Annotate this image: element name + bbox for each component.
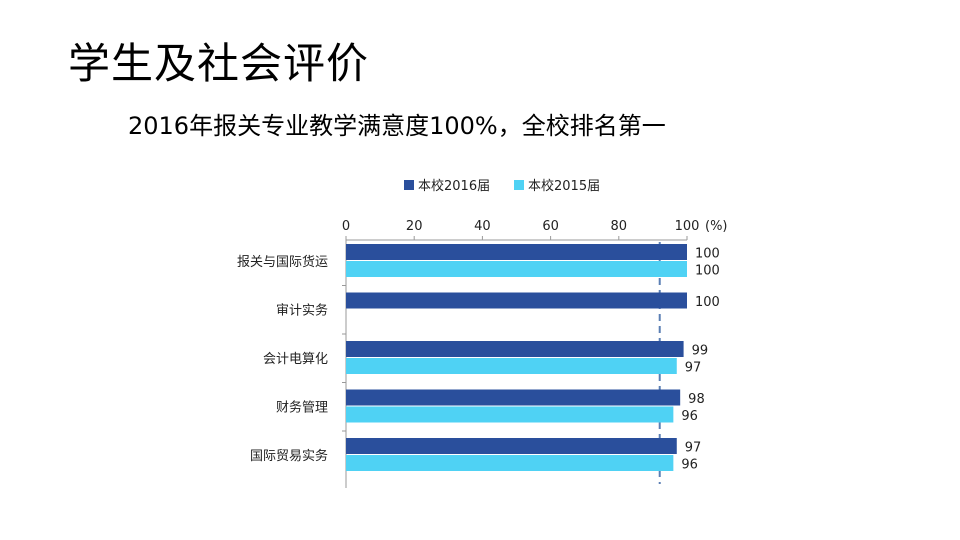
x-axis-unit: (%) (705, 219, 728, 234)
x-tick-label: 40 (474, 219, 491, 234)
x-axis: 0 20 40 60 80 100 (%) (342, 219, 728, 241)
data-label: 100 (695, 295, 720, 310)
data-label: 97 (685, 361, 702, 376)
data-label: 97 (685, 441, 702, 456)
x-tick-label: 60 (542, 219, 559, 234)
bar (346, 438, 677, 454)
x-tick-label: 80 (611, 219, 628, 234)
data-label: 100 (695, 264, 720, 279)
data-label: 99 (692, 344, 709, 359)
x-tick-label: 0 (342, 219, 350, 234)
legend-swatch (404, 180, 414, 190)
chart-legend: 本校2016届 本校2015届 (404, 178, 600, 194)
bar (346, 389, 681, 406)
data-labels-group: 100 100 100 99 97 98 96 97 96 (681, 247, 719, 473)
bar (346, 261, 687, 277)
bars-group (346, 244, 687, 471)
bar (346, 358, 677, 374)
slide-title: 学生及社会评价 (68, 39, 370, 88)
legend-swatch (514, 180, 524, 190)
data-label: 96 (681, 458, 698, 473)
data-label: 96 (681, 409, 698, 424)
x-tick-label: 100 (675, 219, 700, 234)
category-label: 报关与国际货运 (237, 254, 328, 270)
category-label: 国际贸易实务 (250, 448, 328, 464)
x-tick-label: 20 (406, 219, 423, 234)
data-label: 98 (688, 392, 705, 407)
legend-label: 本校2016届 (418, 178, 490, 194)
bar (346, 406, 674, 423)
data-label: 100 (695, 247, 720, 262)
slide-subtitle: 2016年报关专业教学满意度100%，全校排名第一 (128, 112, 666, 140)
category-label: 会计电算化 (263, 352, 328, 367)
bar (346, 455, 674, 471)
bar (346, 341, 684, 357)
category-label: 财务管理 (276, 400, 328, 416)
legend-label: 本校2015届 (528, 178, 600, 194)
category-label: 审计实务 (276, 303, 328, 319)
bar (346, 244, 687, 260)
bar (346, 292, 687, 309)
